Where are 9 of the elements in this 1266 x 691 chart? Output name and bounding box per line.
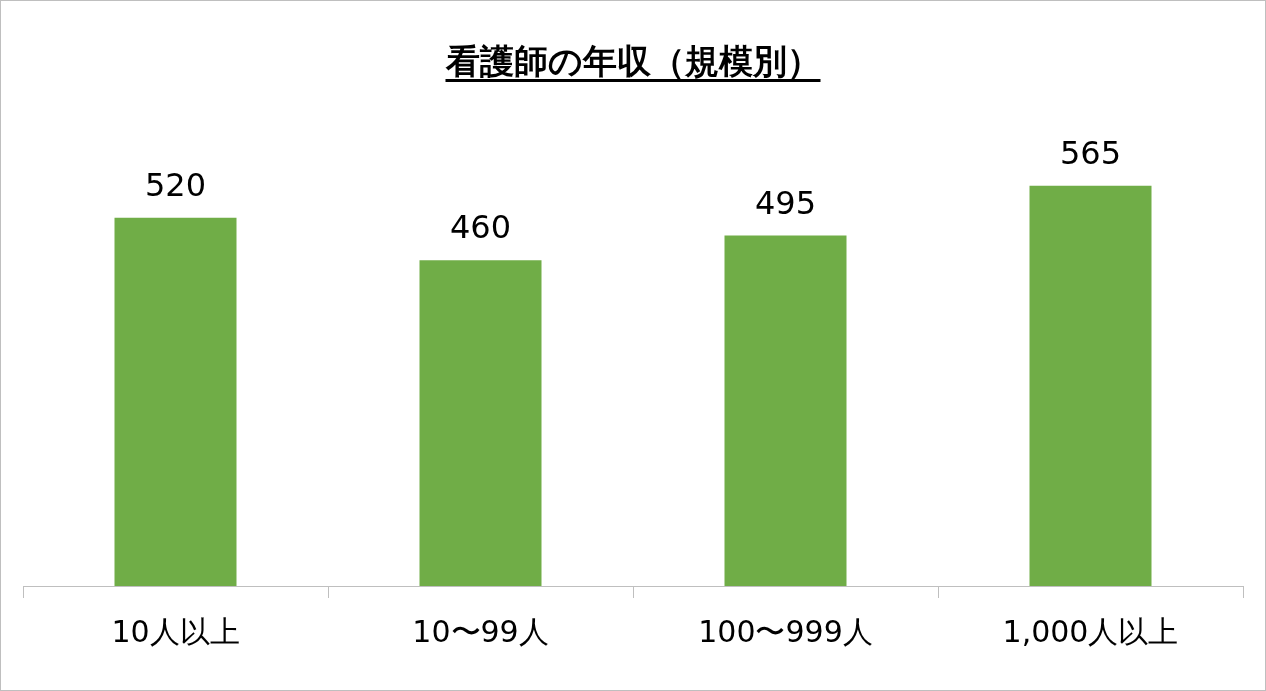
x-tick-label: 1,000人以上	[1002, 613, 1179, 649]
data-label: 565	[1059, 134, 1122, 173]
x-tick-label: 10人以上	[111, 613, 240, 649]
chart-title: 看護師の年収（規模別）	[444, 40, 822, 83]
data-label: 495	[754, 183, 817, 222]
x-tick-label: 100〜999人	[698, 613, 873, 649]
data-label: 460	[449, 208, 512, 247]
x-tick-label: 10〜99人	[412, 613, 549, 649]
data-label: 520	[144, 165, 207, 204]
